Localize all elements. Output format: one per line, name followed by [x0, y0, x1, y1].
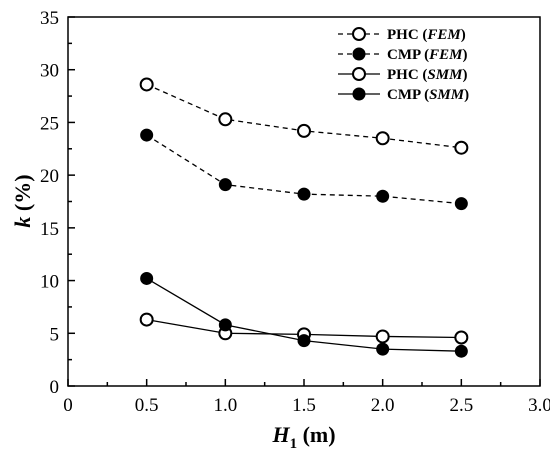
y-tick-label: 5	[50, 324, 60, 345]
x-tick-label: 0	[63, 395, 73, 416]
data-point	[218, 318, 232, 332]
data-point	[375, 131, 390, 146]
data-point	[297, 123, 311, 138]
legend: PHC (FEM) CMP (FEM) PHC (SMM) CMP (SMM)	[338, 27, 469, 103]
y-tick-label: 15	[40, 219, 59, 240]
legend-label: CMP (SMM)	[387, 87, 469, 103]
x-axis-title-subscript: 1	[290, 436, 298, 452]
data-point	[218, 112, 233, 127]
data-point	[297, 334, 311, 348]
x-tick-label: 0.5	[135, 395, 159, 416]
legend-label: CMP (FEM)	[387, 47, 467, 63]
data-point	[375, 329, 390, 344]
y-tick-label: 20	[40, 166, 59, 187]
x-tick-label: 1.5	[292, 395, 316, 416]
tick-labels: 0 0.5 1.0 1.5 2.0 2.5 3.0 0 5 10 15 20 25 30 35	[40, 8, 550, 416]
legend-label: PHC (SMM)	[387, 67, 467, 83]
data-point	[454, 330, 469, 345]
legend-marker	[352, 67, 366, 81]
y-axis-title-main: k	[10, 217, 35, 228]
legend-entry: PHC (SMM)	[338, 67, 467, 83]
data-point	[376, 189, 390, 203]
legend-entry: CMP (FEM)	[338, 47, 467, 63]
data-point	[376, 342, 390, 356]
y-tick-label: 25	[40, 113, 59, 134]
x-tick-label: 3.0	[528, 395, 550, 416]
y-tick-label: 35	[40, 8, 59, 29]
series-2	[140, 128, 468, 211]
data-point	[140, 128, 154, 142]
x-tick-label: 2.5	[449, 395, 473, 416]
legend-entry: CMP (SMM)	[338, 87, 469, 103]
series-layer	[139, 77, 469, 358]
y-axis-title: k (%)	[10, 174, 35, 227]
axis-ticks	[67, 16, 541, 387]
x-tick-label: 2.0	[371, 395, 395, 416]
data-point	[139, 312, 154, 327]
x-tick-label: 1.0	[213, 395, 237, 416]
x-axis-title-unit: (m)	[297, 422, 335, 447]
legend-marker	[352, 27, 366, 41]
series-1	[139, 77, 469, 155]
data-point	[139, 77, 154, 92]
legend-marker	[352, 87, 366, 101]
data-point	[218, 178, 232, 192]
legend-marker	[352, 47, 366, 61]
legend-label: PHC (FEM)	[387, 27, 466, 43]
y-tick-label: 10	[40, 272, 59, 293]
data-point	[140, 271, 154, 285]
series-4	[140, 271, 468, 358]
data-point	[454, 197, 468, 211]
data-point	[454, 344, 468, 358]
x-axis-title-main: H	[271, 422, 290, 447]
data-point	[454, 140, 469, 155]
data-point	[297, 187, 311, 201]
y-axis-title-unit: (%)	[10, 174, 35, 216]
x-axis-title: H1 (m)	[271, 422, 335, 452]
y-tick-label: 30	[40, 61, 59, 82]
y-tick-label: 0	[50, 377, 60, 398]
legend-entry: PHC (FEM)	[338, 27, 466, 43]
